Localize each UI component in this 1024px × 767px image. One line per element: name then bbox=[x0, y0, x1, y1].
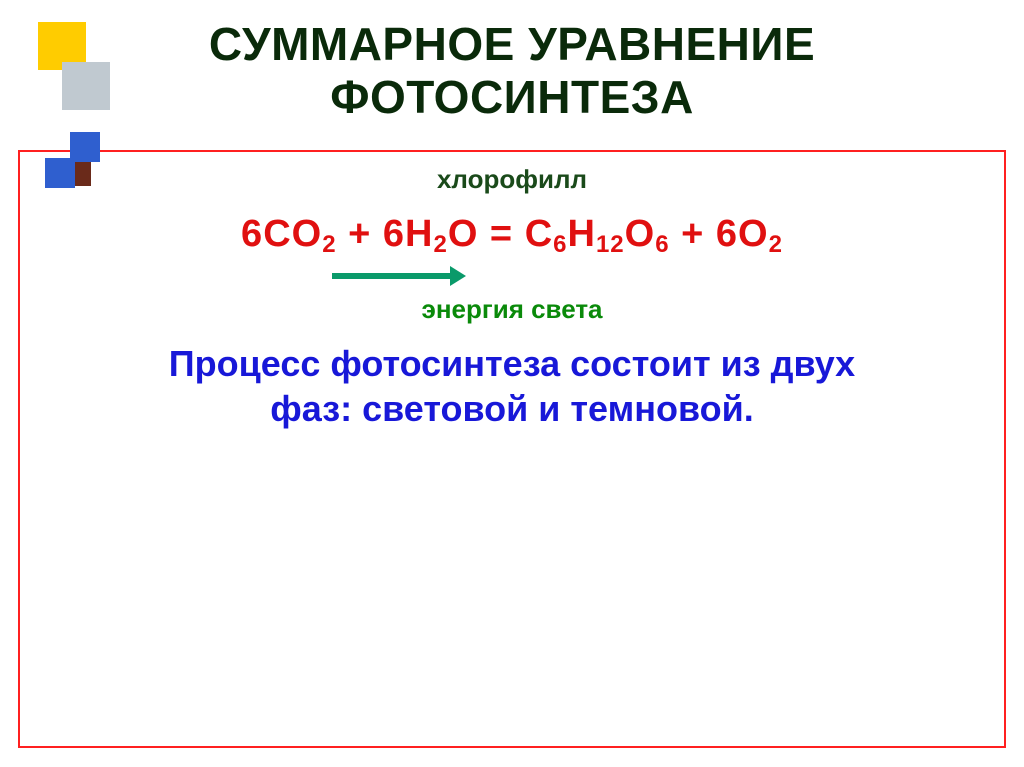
eq-p2-base: O bbox=[738, 213, 769, 255]
eq-p1-sub2: 12 bbox=[596, 231, 625, 258]
eq-r2-base2: O bbox=[448, 213, 479, 255]
deco-square-grey bbox=[62, 62, 110, 110]
slide-title: СУММАРНОЕ УРАВНЕНИЕ ФОТОСИНТЕЗА bbox=[0, 0, 1024, 124]
chlorophyll-label: хлорофилл bbox=[20, 164, 1004, 195]
eq-equals: = bbox=[478, 213, 524, 255]
title-line-2: ФОТОСИНТЕЗА bbox=[330, 71, 694, 123]
eq-r1-coef: 6 bbox=[241, 213, 263, 255]
eq-r2-base: H bbox=[405, 213, 433, 255]
deco-square-blue-2 bbox=[45, 158, 75, 188]
eq-p2-sub: 2 bbox=[769, 231, 783, 258]
eq-p1-sub1: 6 bbox=[553, 231, 567, 258]
eq-p1-sub3: 6 bbox=[655, 231, 669, 258]
phases-line-2: фаз: световой и темновой. bbox=[270, 388, 753, 429]
phases-line-1: Процесс фотосинтеза состоит из двух bbox=[169, 343, 855, 384]
title-line-1: СУММАРНОЕ УРАВНЕНИЕ bbox=[209, 18, 815, 70]
arrow-row bbox=[20, 266, 1004, 284]
reaction-arrow-icon bbox=[332, 273, 452, 279]
energy-label: энергия света bbox=[20, 294, 1004, 325]
eq-p2-coef: 6 bbox=[716, 213, 738, 255]
eq-plus2: + bbox=[670, 213, 716, 255]
eq-r1-base: CO bbox=[263, 213, 322, 255]
eq-r1-sub: 2 bbox=[322, 231, 336, 258]
eq-r2-coef: 6 bbox=[383, 213, 405, 255]
eq-p1-base2: H bbox=[568, 213, 596, 255]
eq-p1-base3: O bbox=[625, 213, 656, 255]
eq-r2-sub: 2 bbox=[433, 231, 447, 258]
phases-statement: Процесс фотосинтеза состоит из двух фаз:… bbox=[20, 341, 1004, 431]
content-box: хлорофилл 6CO2 + 6H2O = C6H12O6 + 6O2 эн… bbox=[18, 150, 1006, 748]
eq-plus1: + bbox=[337, 213, 383, 255]
photosynthesis-equation: 6CO2 + 6H2O = C6H12O6 + 6O2 bbox=[20, 213, 1004, 256]
eq-p1-base: C bbox=[525, 213, 553, 255]
